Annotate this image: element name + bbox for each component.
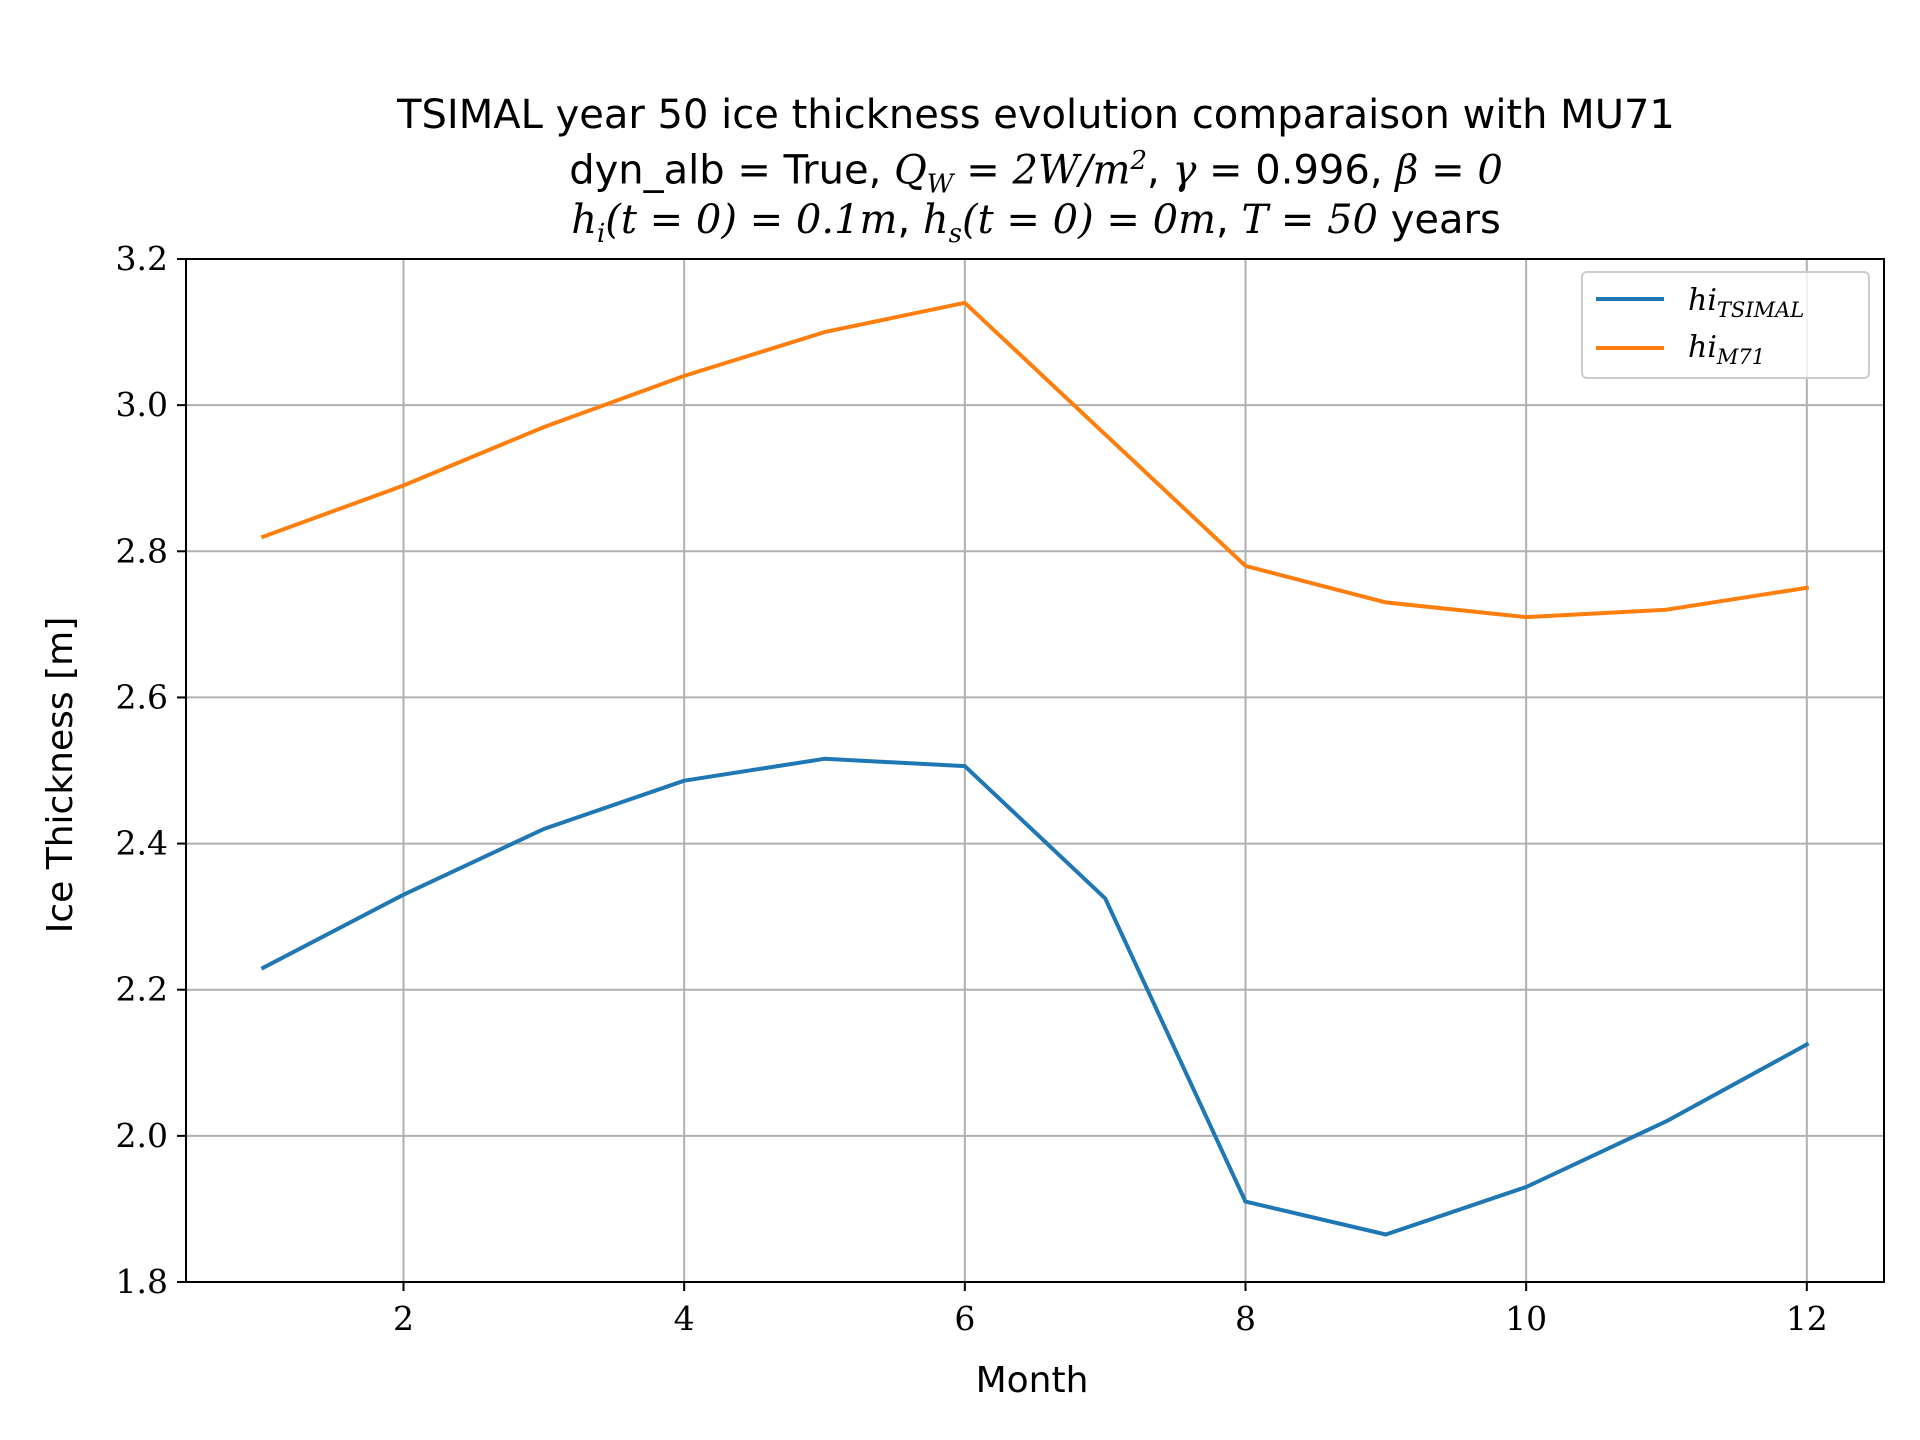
chart-title-text: TSIMAL year 50 ice thickness evolution c… bbox=[397, 92, 1675, 138]
chart-title-line-1: TSIMAL year 50 ice thickness evolution c… bbox=[0, 95, 1920, 135]
qw-exponent: 2 bbox=[1130, 146, 1147, 176]
dyn-alb-label: dyn_alb bbox=[569, 147, 725, 194]
hs-argument: (t = 0) = 0m bbox=[962, 197, 1217, 243]
x-tick-label: 10 bbox=[1505, 1299, 1547, 1338]
qw-subscript: W bbox=[926, 169, 954, 200]
legend: hiTSIMAL hiM71 bbox=[1581, 271, 1870, 379]
y-tick-label: 2.4 bbox=[116, 824, 168, 863]
tick-layer: 2 4 6 8 10 12 1.8 2.0 2.2 2.4 2.6 2.8 3.0 3.2 bbox=[116, 239, 1828, 1338]
y-tick-label: 2.2 bbox=[116, 970, 168, 1009]
y-axis-label: Ice Thickness [m] bbox=[40, 617, 81, 934]
qw-value: 2W/m bbox=[1012, 147, 1131, 194]
x-tick-label: 8 bbox=[1235, 1299, 1256, 1338]
dyn-alb-value: True bbox=[783, 147, 869, 194]
x-tick-label: 2 bbox=[393, 1299, 414, 1338]
x-tick-label: 12 bbox=[1786, 1299, 1828, 1338]
y-tick-label: 3.2 bbox=[116, 239, 168, 278]
series-layer bbox=[260, 300, 1810, 1237]
x-tick-label: 4 bbox=[674, 1299, 695, 1338]
legend-label-tsimal-sub: TSIMAL bbox=[1717, 298, 1804, 322]
beta-value: 0 bbox=[1477, 147, 1503, 194]
legend-label-m71-sub: M71 bbox=[1716, 345, 1765, 369]
chart-title-line-3: hi(t = 0) = 0.1m, hs(t = 0) = 0m, T = 50… bbox=[571, 197, 1501, 249]
legend-label-tsimal: hiTSIMAL bbox=[1688, 283, 1804, 322]
hi-argument: (t = 0) = 0.1m bbox=[605, 197, 898, 243]
y-tick-label: 2.8 bbox=[116, 531, 168, 570]
hs-symbol: h bbox=[922, 197, 949, 243]
gamma-symbol: γ bbox=[1172, 147, 1197, 194]
hi-symbol: h bbox=[571, 197, 597, 243]
y-tick-label: 1.8 bbox=[116, 1262, 168, 1301]
grid-layer bbox=[186, 258, 1884, 1283]
x-tick-label: 6 bbox=[954, 1299, 975, 1338]
series-line-tsimal bbox=[260, 756, 1810, 1237]
legend-label-m71-base: hi bbox=[1688, 330, 1717, 365]
legend-label-m71: hiM71 bbox=[1688, 330, 1765, 369]
gamma-value: 0.996 bbox=[1255, 147, 1370, 194]
y-tick-label: 2.0 bbox=[116, 1116, 168, 1155]
series-line-m71 bbox=[260, 300, 1810, 620]
y-tick-label: 3.0 bbox=[116, 385, 168, 424]
t-value: 50 bbox=[1327, 197, 1378, 243]
beta-symbol: β bbox=[1395, 147, 1419, 194]
t-symbol: T bbox=[1241, 197, 1269, 243]
hs-subscript: s bbox=[948, 219, 962, 249]
x-axis-label: Month bbox=[976, 1360, 1089, 1401]
hi-subscript: i bbox=[596, 219, 606, 249]
legend-label-tsimal-base: hi bbox=[1688, 283, 1717, 318]
y-tick-label: 2.6 bbox=[116, 677, 168, 716]
plot-frame bbox=[185, 258, 1885, 1283]
chart-title-line-2: dyn_alb = True, QW = 2W/m2, γ = 0.996, β… bbox=[569, 146, 1503, 200]
t-unit: years bbox=[1390, 197, 1501, 243]
qw-symbol: Q bbox=[894, 147, 927, 194]
